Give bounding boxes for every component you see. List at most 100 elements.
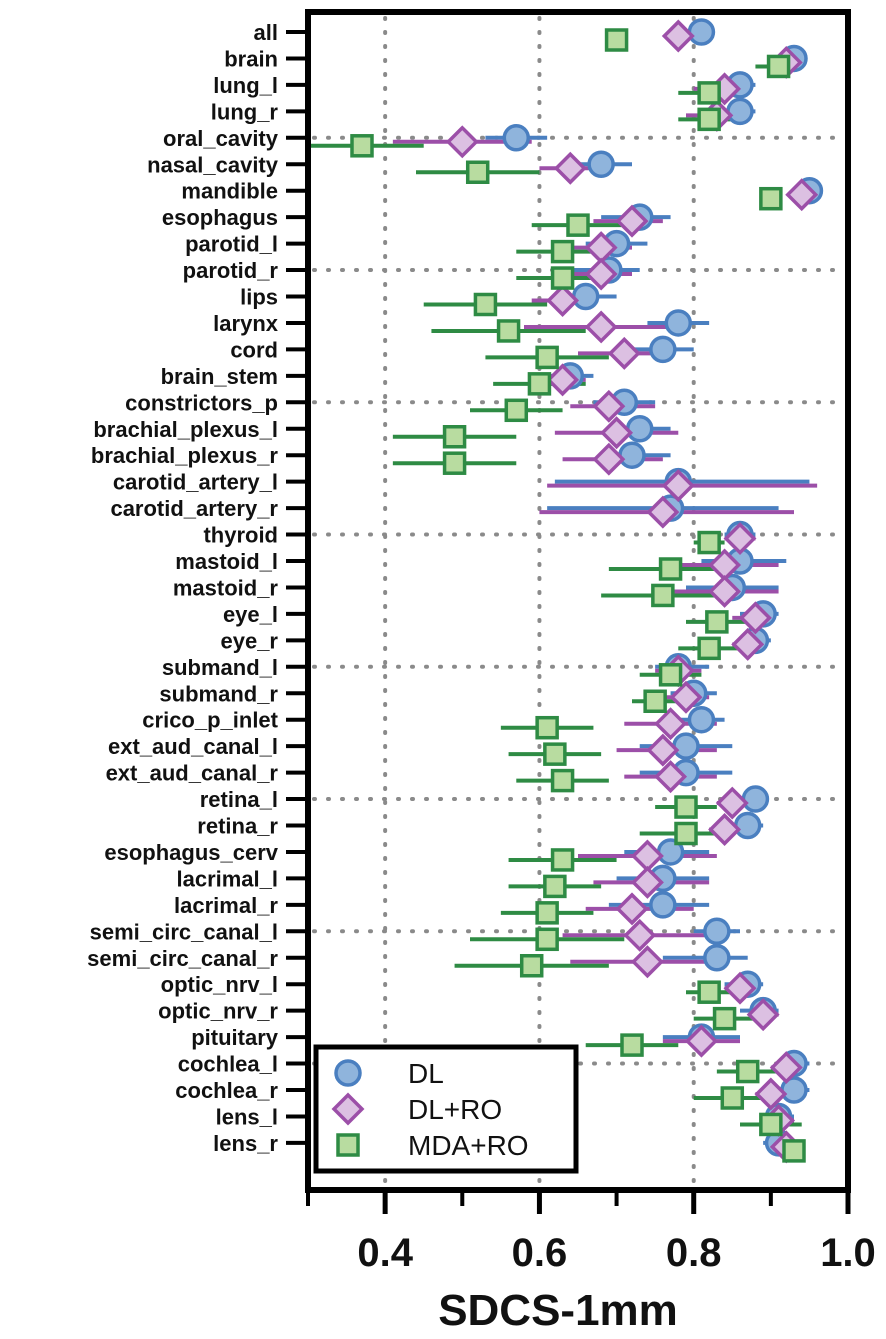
marker-dl [687,705,716,734]
marker-mda-ro [504,398,529,423]
marker-mda-ro [535,715,559,740]
marker-dl-ro [654,760,688,794]
plot-frame [305,9,851,1193]
marker-dl-ro [630,865,664,899]
legend-marker-dl [334,1059,362,1087]
category-label: cochlea_r [175,1078,278,1103]
legend-label-dl-ro: DL+RO [408,1094,502,1125]
marker-dl-ro [546,284,580,317]
marker-mda-ro [674,821,698,846]
marker-mda-ro [442,451,467,475]
marker-mda-ro [465,160,490,184]
category-label: lens_l [216,1104,278,1129]
marker-dl [703,917,731,946]
marker-dl [587,150,615,178]
marker-mda-ro [535,345,559,370]
category-label: cochlea_l [178,1052,278,1077]
category-label: lung_l [213,73,278,98]
marker-mda-ro [442,425,467,449]
marker-mda-ro [535,901,559,925]
marker-mda-ro [697,636,721,661]
marker-dl-ro [661,19,695,53]
marker-dl-ro [600,416,634,450]
marker-mda-ro [535,927,559,952]
marker-dl-ro [584,257,618,291]
category-label: submand_l [162,655,278,680]
marker-mda-ro [658,663,683,687]
marker-mda-ro [527,372,552,396]
category-label: crico_p_inlet [142,708,278,733]
marker-mda-ro [496,319,521,343]
marker-mda-ro [735,1059,760,1084]
x-tick-label: 1.0 [820,1231,876,1275]
marker-dl [625,415,654,443]
marker-dl [726,97,754,126]
category-label: esophagus [162,205,278,230]
category-label: carotid_artery_l [113,470,278,495]
category-label: esophagus_cerv [104,840,278,865]
legend-marker-dl-ro [331,1092,365,1126]
category-label: ext_aud_canal_l [108,734,278,759]
marker-mda-ro [705,610,729,634]
marker-mda-ro [766,54,791,79]
category-label: retina_l [200,787,278,812]
marker-mda-ro [697,530,721,555]
marker-dl-ro [654,707,688,741]
category-label: mastoid_r [173,575,279,600]
marker-mda-ro [550,848,575,872]
marker-dl [649,891,677,919]
marker-dl [649,335,677,364]
marker-dl-ro [661,469,695,503]
category-label: brachial_plexus_r [91,443,279,468]
marker-dl [733,811,762,840]
category-label: lacrimal_l [176,866,278,891]
marker-mda-ro [350,134,374,158]
category-label: optic_nrv_r [158,999,278,1024]
x-ticks: 0.4 0.6 0.8 1.0 [306,1193,876,1275]
category-label: nasal_cavity [147,152,279,177]
legend-label-mda-ro: MDA+RO [408,1130,529,1161]
x-tick-label: 0.8 [666,1231,722,1275]
marker-dl-ro [785,178,819,212]
marker-dl-ro [623,918,657,952]
legend: DL DL+RO MDA+RO [313,1044,579,1174]
marker-dl-ro [738,601,772,635]
marker-dl-ro [769,1051,803,1085]
marker-mda-ro [620,1033,644,1057]
category-label: retina_r [197,814,278,839]
marker-dl-ro [584,310,618,344]
marker-mda-ro [643,689,667,713]
marker-dl-ro [708,574,742,608]
marker-dl-ro [731,627,765,661]
category-label: lens_r [213,1131,278,1156]
marker-mda-ro [566,213,590,237]
category-label: mastoid_l [175,549,278,574]
marker-dl-ro [445,125,479,159]
legend-marker-mda-ro [336,1133,360,1157]
marker-dl [672,732,700,760]
marker-dl [502,124,531,152]
marker-mda-ro [550,239,575,264]
category-label: carotid_artery_r [110,496,278,521]
marker-dl [664,309,693,337]
marker-dl-ro [630,945,664,979]
marker-dl-ro [630,839,664,873]
category-labels: allbrainlung_llung_roral_cavitynasal_cav… [87,20,305,1156]
marker-mda-ro [543,874,567,899]
marker-mda-ro [782,1139,806,1163]
category-label: semi_circ_canal_r [87,946,278,971]
marker-mda-ro [473,292,498,317]
marker-mda-ro [720,1086,745,1110]
marker-mda-ro [651,583,675,608]
marker-dl-ro [684,1024,718,1058]
marker-dl [571,282,600,311]
marker-dl-ro [592,442,626,476]
marker-dl [703,944,731,972]
marker-mda-ro [674,795,698,819]
category-label: mandible [181,179,278,204]
category-label: submand_r [159,681,278,706]
category-label: larynx [213,311,279,336]
marker-mda-ro [697,81,721,105]
marker-mda-ro [759,186,783,211]
